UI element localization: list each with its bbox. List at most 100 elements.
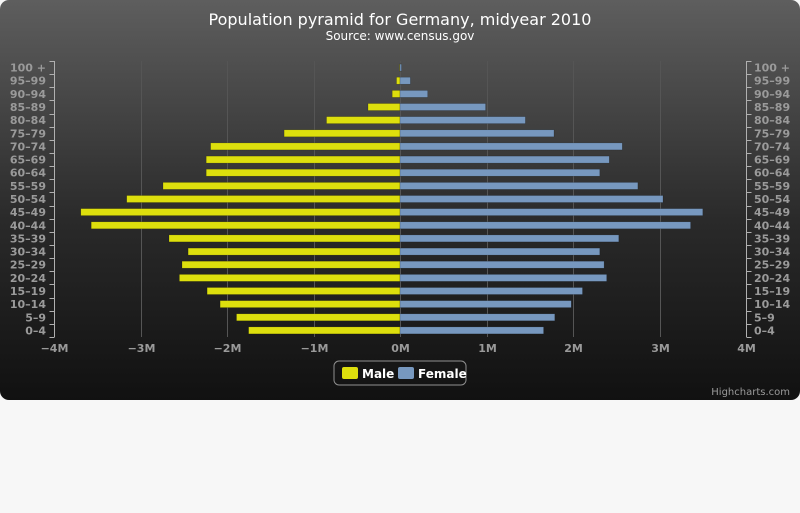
y-tick-label-right: 60–64 <box>754 167 790 180</box>
y-tick-label-left: 60–64 <box>10 167 46 180</box>
y-tick-label-left: 95–99 <box>10 75 46 88</box>
bar-male[interactable] <box>326 116 401 124</box>
axes: −4M −3M −2M −1M 0M 1M 2M 3M 4M0–45–910–1415–1920… <box>10 61 790 355</box>
y-tick-label-left: 85–89 <box>10 101 46 114</box>
y-tick-label-right: 100 + <box>754 62 790 75</box>
y-tick-label-left: 55–59 <box>10 180 46 193</box>
y-tick-label-right: 90–94 <box>754 88 790 101</box>
y-tick-label-left: 75–79 <box>10 127 46 140</box>
bar-male[interactable] <box>168 234 401 243</box>
y-tick-label-right: 10–14 <box>754 298 790 311</box>
population-pyramid-chart: Population pyramid for Germany, midyear … <box>0 0 800 400</box>
bar-male[interactable] <box>236 313 401 322</box>
chart-container: Population pyramid for Germany, midyear … <box>0 0 800 400</box>
bar-male[interactable] <box>283 129 401 138</box>
bar-female[interactable] <box>399 300 572 308</box>
legend-item-male[interactable]: Male <box>342 367 394 381</box>
bar-male[interactable] <box>248 326 401 335</box>
bar-male[interactable] <box>90 221 401 230</box>
y-tick-label-right: 45–49 <box>754 206 790 219</box>
y-tick-label-right: 15–19 <box>754 285 790 298</box>
x-tick-label: −4M <box>41 342 69 355</box>
bar-male[interactable] <box>210 142 401 151</box>
bar-female[interactable] <box>399 274 607 282</box>
bar-female[interactable] <box>399 129 555 138</box>
bar-female[interactable] <box>399 168 601 177</box>
legend[interactable]: Male Female <box>333 360 467 386</box>
y-tick-label-left: 30–34 <box>10 246 46 259</box>
y-tick-label-left: 40–44 <box>10 219 46 232</box>
bar-female[interactable] <box>399 103 486 111</box>
y-tick-label-left: 45–49 <box>10 206 46 219</box>
bar-male[interactable] <box>162 182 401 190</box>
y-tick-label-left: 35–39 <box>10 232 46 245</box>
y-tick-label-right: 80–84 <box>754 114 790 127</box>
y-tick-label-right: 50–54 <box>754 193 790 206</box>
bar-male[interactable] <box>391 90 401 98</box>
bar-male[interactable] <box>187 247 401 256</box>
bar-female[interactable] <box>399 221 691 230</box>
legend-swatch-male <box>342 367 358 379</box>
y-tick-label-left: 90–94 <box>10 88 46 101</box>
y-tick-label-right: 70–74 <box>754 140 790 153</box>
y-tick-label-right: 40–44 <box>754 219 790 232</box>
y-tick-label-left: 65–69 <box>10 154 46 167</box>
bar-female[interactable] <box>399 208 704 216</box>
legend-label-female: Female <box>418 367 467 381</box>
x-tick-label: 2M <box>564 342 583 355</box>
y-tick-label-left: 80–84 <box>10 114 46 127</box>
credits-link[interactable]: Highcharts.com <box>711 387 790 398</box>
bar-female[interactable] <box>399 326 544 335</box>
y-tick-label-left: 20–24 <box>10 272 46 285</box>
bar-male[interactable] <box>396 76 401 85</box>
y-tick-label-right: 35–39 <box>754 232 790 245</box>
y-tick-label-right: 75–79 <box>754 127 790 140</box>
bar-female[interactable] <box>399 116 526 124</box>
bar-female[interactable] <box>399 247 601 256</box>
bar-male[interactable] <box>126 195 401 203</box>
bar-female[interactable] <box>399 142 623 151</box>
bar-female[interactable] <box>399 313 556 322</box>
y-tick-label-left: 100 + <box>10 62 46 75</box>
y-tick-label-left: 50–54 <box>10 193 46 206</box>
bar-female[interactable] <box>399 76 411 85</box>
y-tick-label-right: 95–99 <box>754 75 790 88</box>
y-tick-label-left: 25–29 <box>10 259 46 272</box>
bar-male[interactable] <box>367 103 401 111</box>
bar-female[interactable] <box>399 182 639 190</box>
y-tick-label-left: 10–14 <box>10 298 46 311</box>
x-tick-label: 3M <box>651 342 670 355</box>
bar-female[interactable] <box>399 155 610 164</box>
bar-female[interactable] <box>399 287 583 295</box>
y-tick-label-left: 70–74 <box>10 140 46 153</box>
bar-female[interactable] <box>399 90 428 98</box>
legend-swatch-female <box>398 367 414 379</box>
legend-box <box>333 360 467 386</box>
x-tick-label: 0M <box>391 342 410 355</box>
bar-male[interactable] <box>219 300 401 308</box>
y-tick-label-left: 15–19 <box>10 285 46 298</box>
y-tick-label-right: 5–9 <box>754 311 775 324</box>
bar-female[interactable] <box>399 63 402 72</box>
x-tick-label: 1M <box>478 342 497 355</box>
x-tick-label: −2M <box>214 342 242 355</box>
chart-subtitle: Source: www.census.gov <box>326 29 475 43</box>
y-tick-label-right: 25–29 <box>754 259 790 272</box>
bar-female[interactable] <box>399 195 664 203</box>
bar-male[interactable] <box>205 168 401 177</box>
y-tick-label-right: 20–24 <box>754 272 790 285</box>
bar-female[interactable] <box>399 260 605 269</box>
legend-item-female[interactable]: Female <box>398 367 467 381</box>
bar-male[interactable] <box>179 274 401 282</box>
bar-male[interactable] <box>205 155 401 164</box>
legend-label-male: Male <box>362 367 394 381</box>
x-tick-label: 4M <box>737 342 756 355</box>
bar-male[interactable] <box>206 287 401 295</box>
y-tick-label-right: 85–89 <box>754 101 790 114</box>
bar-male[interactable] <box>181 260 401 269</box>
y-tick-label-right: 55–59 <box>754 180 790 193</box>
x-tick-label: −1M <box>301 342 329 355</box>
x-tick-label: −3M <box>128 342 156 355</box>
bar-female[interactable] <box>399 234 620 243</box>
bar-male[interactable] <box>80 208 401 216</box>
